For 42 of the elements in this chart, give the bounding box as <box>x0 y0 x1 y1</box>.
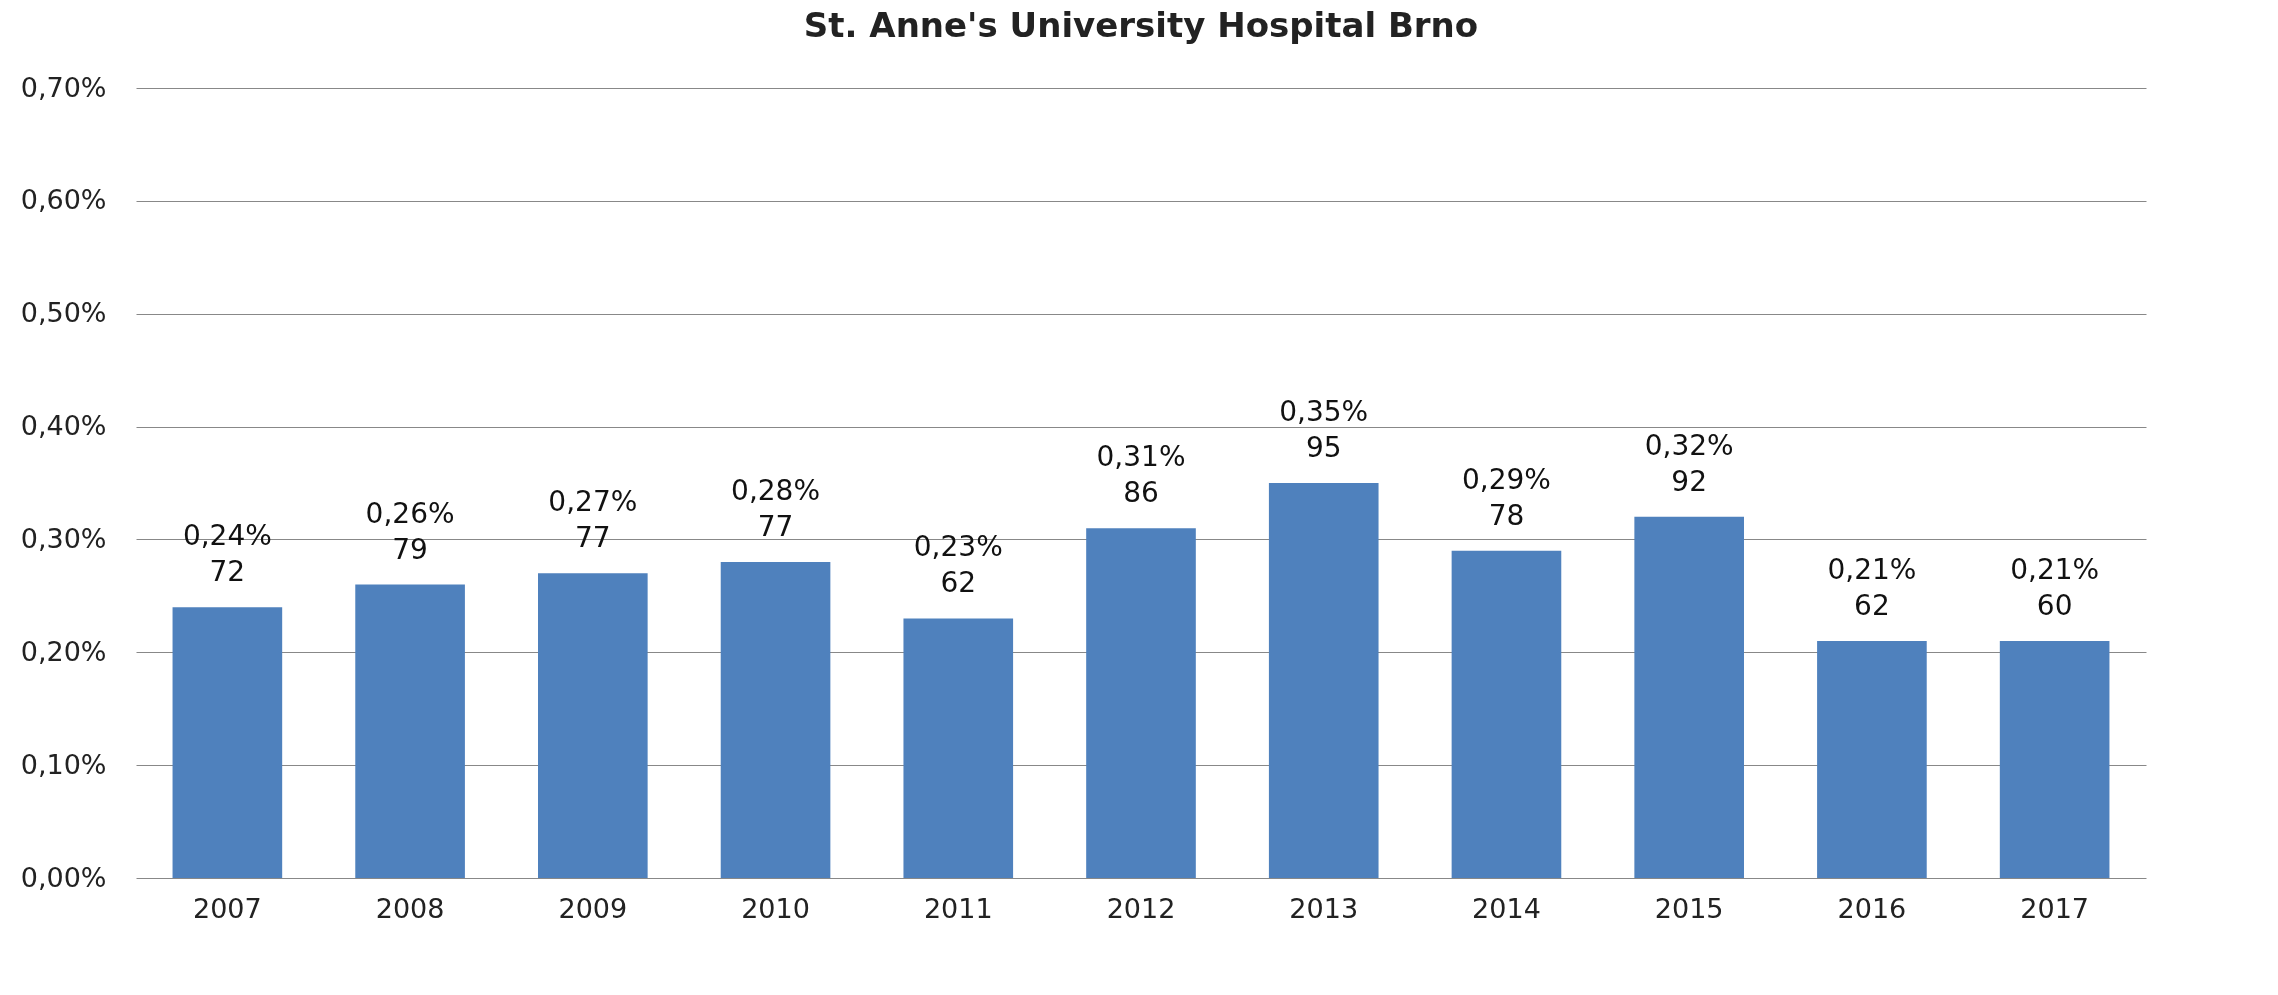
bar <box>1634 516 1744 878</box>
x-tick-label: 2008 <box>375 892 445 924</box>
bar <box>903 618 1014 878</box>
data-label: 0,21% 60 <box>2010 553 2100 622</box>
y-tick-label: 0,50% <box>20 297 107 329</box>
y-tick-label: 0,30% <box>20 522 107 554</box>
x-tick-label: 2012 <box>1106 892 1176 924</box>
bar <box>1086 528 1196 878</box>
bar <box>1817 641 1927 878</box>
data-label: 0,26% 79 <box>365 496 455 566</box>
chart-title: St. Anne's University Hospital Brno <box>803 5 1479 45</box>
x-tick-label: 2016 <box>1837 892 1907 924</box>
data-label: 0,24% 72 <box>182 519 272 589</box>
y-tick-label: 0,70% <box>20 71 107 103</box>
x-tick-label: 2015 <box>1654 892 1724 924</box>
bar <box>720 562 831 878</box>
bar <box>538 573 648 878</box>
y-tick-label: 0,60% <box>20 184 107 216</box>
bar <box>355 584 465 878</box>
y-tick-label: 0,00% <box>20 861 107 893</box>
x-tick-label: 2017 <box>2020 892 2089 924</box>
bar <box>1268 483 1379 878</box>
data-label: 0,31% 86 <box>1096 440 1186 510</box>
x-tick-label: 2010 <box>741 892 810 924</box>
data-label: 0,32% 92 <box>1644 428 1734 498</box>
bar <box>1999 641 2110 878</box>
y-tick-label: 0,40% <box>20 410 107 442</box>
x-tick-label: 2013 <box>1289 892 1359 924</box>
x-tick-label: 2014 <box>1472 892 1541 924</box>
x-tick-label: 2007 <box>193 892 262 924</box>
data-label: 0,29% 78 <box>1461 462 1551 532</box>
data-label: 0,23% 62 <box>913 530 1003 600</box>
data-label: 0,27% 77 <box>548 485 638 555</box>
data-label: 0,21% 62 <box>1827 553 1917 622</box>
x-tick-label: 2009 <box>558 892 628 924</box>
bar <box>1451 550 1562 878</box>
bar <box>172 607 283 878</box>
data-label: 0,35% 95 <box>1279 395 1369 464</box>
y-tick-label: 0,20% <box>20 635 107 667</box>
y-tick-label: 0,10% <box>20 748 107 780</box>
x-tick-label: 2011 <box>923 892 993 924</box>
data-label: 0,28% 77 <box>731 474 821 543</box>
